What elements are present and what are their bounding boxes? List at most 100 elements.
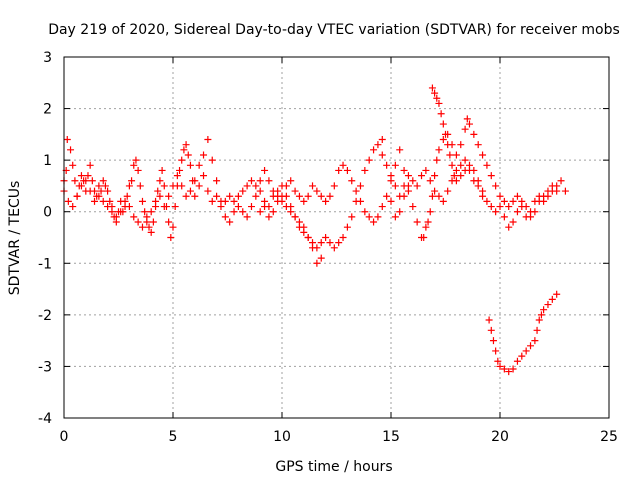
data-point [287,203,295,211]
data-point [274,197,282,205]
data-point [158,166,166,174]
data-point [424,218,432,226]
data-point [138,223,146,231]
data-point [387,197,395,205]
data-point [239,208,247,216]
data-point [496,192,504,200]
data-point [474,177,482,185]
data-point [295,192,303,200]
data-point [125,182,133,190]
data-point [553,182,561,190]
data-point [200,151,208,159]
data-point [535,316,543,324]
data-point [304,234,312,241]
data-point [446,151,454,159]
data-point [487,203,495,211]
x-axis-label: GPS time / hours [275,459,392,475]
data-point [213,177,221,185]
data-point [134,218,142,226]
data-point [208,156,216,164]
data-point [230,208,238,216]
data-point [269,208,277,216]
data-point [73,192,81,200]
data-point [167,234,175,241]
data-point [226,192,234,200]
data-point [204,187,212,195]
data-point [505,203,513,211]
data-point [361,208,369,216]
data-point [317,192,325,200]
data-point [450,172,458,180]
data-point [435,192,443,200]
data-point [282,182,290,190]
data-point [400,192,408,200]
data-point [330,244,338,252]
data-point [112,213,120,221]
data-point [374,141,382,149]
series-trace-8 [485,290,561,376]
data-point [518,203,526,211]
data-point [117,208,125,216]
data-point [500,213,508,221]
data-point [391,213,399,221]
data-point [176,166,184,174]
chart-title: Day 219 of 2020, Sidereal Day-to-day VTE… [48,22,620,38]
data-point [433,94,441,102]
data-point [452,166,460,174]
data-point [426,177,434,185]
data-point [313,187,321,195]
data-point [492,347,500,355]
data-point [444,141,452,149]
data-point [322,197,330,205]
data-point [378,203,386,211]
data-point [461,166,469,174]
data-point [156,177,164,185]
data-point [136,182,144,190]
data-point [505,223,513,231]
data-point [287,177,295,185]
data-point [461,125,469,133]
data-point [444,187,452,195]
data-point [548,187,556,195]
data-point [387,177,395,185]
x-tick-label: 5 [169,429,178,445]
data-point [130,161,138,169]
data-point [494,357,502,365]
data-point [540,306,548,314]
data-point [448,161,456,169]
data-point [431,89,439,97]
data-point [431,172,439,180]
data-point [182,141,190,149]
y-tick-label: -4 [38,411,52,427]
data-point [147,228,155,236]
data-point [544,301,552,309]
data-point [348,213,356,221]
data-point [300,228,308,236]
data-point [134,166,142,174]
series-trace-5 [378,136,561,231]
data-point [548,295,556,303]
data-point [496,203,504,211]
data-point [234,203,242,211]
data-point [178,156,186,164]
data-point [191,192,199,200]
data-point [171,203,179,211]
data-point [461,156,469,164]
y-axis-label: SDTVAR / TECUs [7,181,23,296]
data-point [404,182,412,190]
data-point [64,197,72,205]
data-point [178,182,186,190]
data-point [435,99,443,107]
data-point [531,337,539,345]
data-point [339,234,347,241]
data-point [186,187,194,195]
x-tick-label: 0 [60,429,69,445]
data-point [265,213,273,221]
data-point [505,368,513,376]
data-point [348,177,356,185]
data-point [77,182,85,190]
data-point [154,187,162,195]
data-point [104,203,112,211]
data-point [195,161,203,169]
data-point [439,197,447,205]
